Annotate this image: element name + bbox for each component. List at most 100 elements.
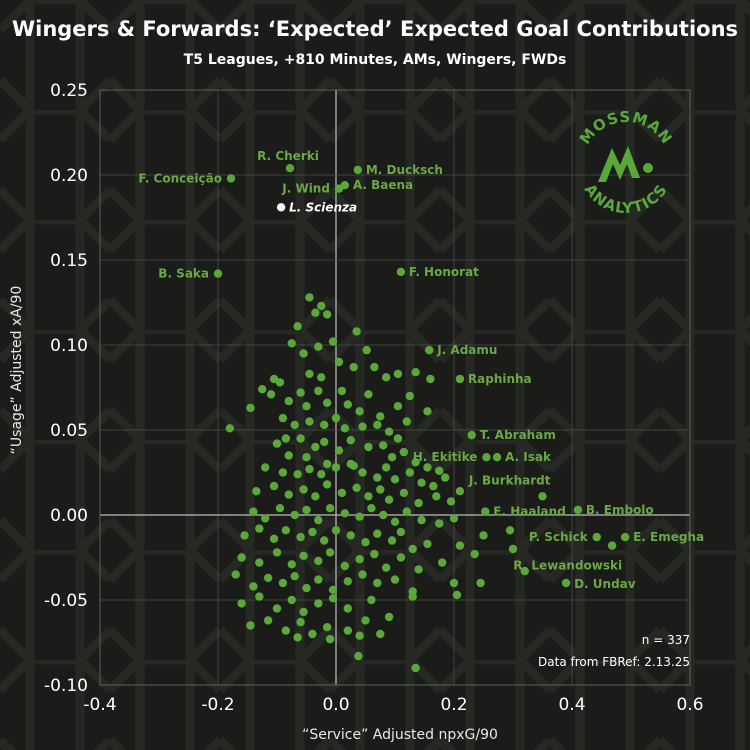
- scatter-point: [314, 575, 323, 584]
- point-label: F. Honorat: [409, 265, 479, 279]
- scatter-point: [305, 464, 314, 474]
- scatter-point: [305, 369, 314, 379]
- axes: [99, 89, 691, 686]
- scatter-point: [417, 478, 426, 487]
- x-tick-label: 0.2: [440, 695, 467, 715]
- point-label: H. Ekitike: [413, 450, 478, 464]
- scatter-point: [320, 420, 329, 430]
- scatter-point-labeled: [620, 532, 630, 542]
- scatter-point: [361, 538, 370, 547]
- scatter-point: [293, 633, 302, 642]
- scatter-point: [299, 349, 308, 358]
- scatter-point: [314, 556, 323, 566]
- logo-mark-icon: [598, 146, 640, 182]
- scatter-point: [343, 577, 352, 586]
- scatter-point: [470, 549, 479, 559]
- scatter-point: [364, 442, 373, 452]
- scatter-point: [349, 362, 358, 372]
- scatter-point: [263, 573, 273, 583]
- point-label: J. Adamu: [436, 343, 497, 357]
- scatter-point: [308, 629, 317, 639]
- scatter-point: [281, 434, 291, 443]
- scatter-point: [376, 485, 385, 494]
- x-tick-label: 0.6: [676, 695, 703, 715]
- scatter-point: [455, 541, 465, 550]
- scatter-point: [393, 369, 403, 379]
- scatter-point: [449, 578, 459, 588]
- scatter-point-labeled: [340, 181, 350, 190]
- chart-title: Wingers & Forwards: ‘Expected’ Expected …: [12, 17, 738, 41]
- scatter-point: [435, 519, 444, 528]
- scatter-point: [520, 566, 529, 576]
- point-label: A. Isak: [505, 450, 552, 464]
- scatter-point: [296, 532, 305, 542]
- y-tick-label: 0.00: [50, 506, 88, 526]
- scatter-point: [299, 485, 308, 494]
- scatter-point: [249, 507, 258, 516]
- scatter-point: [278, 468, 288, 477]
- scatter-point: [340, 424, 350, 433]
- scatter-point: [269, 534, 279, 543]
- scatter-point: [370, 362, 379, 372]
- scatter-point: [314, 599, 323, 608]
- sample-size-note: n = 337: [642, 633, 690, 647]
- scatter-point: [373, 529, 382, 538]
- point-label: Raphinha: [468, 372, 532, 386]
- scatter-point: [334, 357, 344, 367]
- scatter-point: [364, 492, 373, 501]
- logo-dot-icon: [643, 163, 653, 173]
- scatter-point: [358, 422, 367, 431]
- scatter-point: [455, 487, 465, 496]
- scatter-point-labeled: [353, 165, 363, 175]
- scatter-point: [390, 575, 400, 584]
- x-axis-label: “Service” Adjusted npxG/90: [302, 727, 498, 743]
- scatter-point: [225, 424, 234, 433]
- scatter-point: [387, 536, 397, 545]
- scatter-point: [393, 402, 403, 411]
- scatter-point-labeled: [592, 532, 601, 542]
- y-tick-label: 0.25: [50, 81, 88, 101]
- scatter-point: [314, 342, 323, 351]
- scatter-point: [393, 434, 403, 443]
- x-tick-label: 0.4: [558, 695, 585, 715]
- chart-subtitle: T5 Leagues, +810 Minutes, AMs, Wingers, …: [184, 52, 567, 68]
- scatter-point: [302, 505, 311, 515]
- scatter-point: [379, 441, 388, 450]
- scatter-point-labeled: [538, 492, 547, 501]
- point-labels: R. Cherki M. Ducksch F. Conceição J. Wind A.…: [138, 149, 704, 591]
- scatter-point: [284, 451, 293, 460]
- scatter-point: [355, 512, 364, 521]
- scatter-point: [362, 345, 371, 355]
- plot-frame: [99, 89, 691, 686]
- scatter-point: [411, 663, 420, 673]
- scatter-point: [317, 301, 326, 311]
- scatter-point: [381, 373, 391, 382]
- y-axis-label: “Usage” Adjusted xA/90: [9, 286, 25, 455]
- scatter-point: [331, 526, 341, 535]
- scatter-point: [508, 544, 518, 554]
- scatter-point: [278, 413, 288, 423]
- scatter-point: [314, 386, 323, 396]
- scatter-point: [340, 509, 350, 518]
- scatter-point: [266, 390, 276, 399]
- scatter-point: [411, 368, 420, 377]
- scatter-point: [358, 468, 367, 477]
- scatter-point-labeled: [607, 541, 617, 550]
- scatter-point: [328, 585, 338, 594]
- scatter-point: [449, 514, 459, 523]
- scatter-point: [290, 510, 299, 520]
- scatter-point: [246, 621, 255, 630]
- scatter-point: [337, 488, 347, 498]
- scatter-point: [405, 391, 414, 401]
- scatter-point: [272, 548, 282, 557]
- scatter-point: [399, 447, 409, 457]
- scatter-point: [352, 483, 361, 492]
- scatter-point: [337, 386, 347, 396]
- scatter-point: [373, 578, 382, 588]
- scatter-point: [411, 458, 420, 467]
- scatter-point: [408, 544, 417, 554]
- scatter-point: [423, 463, 432, 472]
- scatter-point: [320, 437, 329, 447]
- scatter-point: [423, 539, 432, 549]
- x-tick-label: 0.0: [322, 695, 349, 715]
